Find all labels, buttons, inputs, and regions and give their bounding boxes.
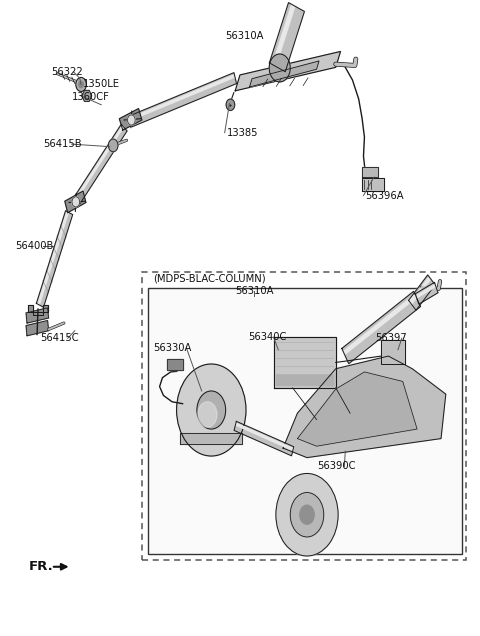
Polygon shape [130, 73, 237, 127]
Polygon shape [410, 277, 431, 304]
Text: 56400B: 56400B [15, 240, 53, 251]
Text: 56390C: 56390C [318, 462, 356, 471]
Text: 56310A: 56310A [226, 31, 264, 41]
Circle shape [108, 139, 118, 152]
Polygon shape [130, 75, 235, 120]
Bar [381, 340, 405, 364]
Polygon shape [28, 305, 48, 315]
Polygon shape [408, 275, 435, 310]
Text: 56396A: 56396A [365, 191, 404, 200]
Bar [142, 272, 467, 560]
Text: 56415B: 56415B [43, 139, 82, 149]
Polygon shape [269, 3, 304, 72]
Bar [167, 359, 182, 370]
Text: 1360CF: 1360CF [72, 92, 109, 102]
Polygon shape [276, 375, 333, 385]
Polygon shape [362, 167, 378, 177]
Bar [148, 287, 462, 554]
Polygon shape [283, 356, 446, 458]
Polygon shape [250, 61, 319, 87]
Text: 56415C: 56415C [40, 333, 79, 343]
Text: 56397: 56397 [375, 333, 407, 343]
Circle shape [72, 197, 80, 207]
Polygon shape [120, 109, 142, 130]
Polygon shape [235, 52, 340, 91]
Ellipse shape [198, 402, 217, 427]
Circle shape [226, 99, 235, 111]
Polygon shape [82, 90, 92, 101]
Circle shape [76, 78, 86, 92]
Text: FR.: FR. [28, 560, 53, 573]
Ellipse shape [197, 391, 226, 429]
Polygon shape [362, 178, 384, 191]
Polygon shape [273, 4, 295, 66]
Circle shape [300, 505, 314, 524]
Circle shape [269, 54, 290, 82]
Polygon shape [65, 191, 86, 212]
Text: 56330A: 56330A [153, 343, 191, 353]
Polygon shape [274, 337, 336, 388]
Polygon shape [234, 422, 294, 456]
Polygon shape [26, 308, 48, 323]
Polygon shape [73, 126, 123, 203]
Circle shape [276, 473, 338, 556]
Ellipse shape [177, 364, 246, 456]
Bar [167, 359, 182, 370]
Circle shape [128, 115, 135, 125]
Polygon shape [342, 291, 420, 364]
Polygon shape [36, 211, 72, 307]
Polygon shape [26, 321, 48, 336]
Circle shape [290, 492, 324, 537]
Polygon shape [415, 282, 438, 304]
Text: 56310A: 56310A [235, 286, 274, 296]
Polygon shape [343, 294, 416, 354]
Polygon shape [72, 124, 127, 207]
Text: 13385: 13385 [227, 128, 258, 137]
Circle shape [79, 81, 84, 88]
Polygon shape [236, 423, 293, 450]
Polygon shape [38, 212, 69, 305]
Bar [381, 340, 405, 364]
Text: 56340C: 56340C [249, 332, 287, 342]
Text: 1350LE: 1350LE [83, 80, 120, 90]
Polygon shape [180, 434, 242, 444]
Text: (MDPS-BLAC-COLUMN): (MDPS-BLAC-COLUMN) [153, 273, 265, 284]
Polygon shape [298, 372, 417, 446]
Polygon shape [416, 284, 436, 298]
Text: 56322: 56322 [51, 67, 83, 77]
